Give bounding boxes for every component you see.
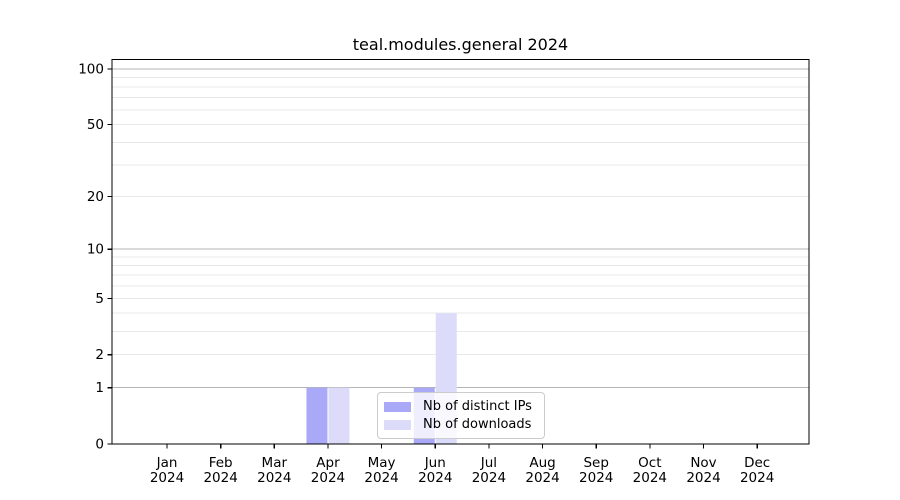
x-tick-label-year-sep: 2024 (579, 470, 613, 486)
chart-title: teal.modules.general 2024 (352, 35, 569, 54)
legend-label-distinct-ips: Nb of distinct IPs (423, 399, 532, 414)
x-tick-label-year-jan: 2024 (150, 470, 184, 486)
x-tick-label-jul: Jul (480, 455, 497, 471)
y-tick-label-50: 50 (87, 117, 104, 133)
x-tick-label-year-nov: 2024 (686, 470, 720, 486)
legend-item-downloads: Nb of downloads (384, 418, 538, 431)
x-tick-label-feb: Feb (209, 455, 233, 471)
x-tick-label-jan: Jan (156, 455, 178, 471)
x-tick-label-year-aug: 2024 (525, 470, 559, 486)
y-tick-label-100: 100 (78, 62, 104, 78)
y-tick-label-10: 10 (87, 242, 104, 258)
bar-apr-downloads (328, 387, 350, 444)
x-tick-label-year-apr: 2024 (311, 470, 345, 486)
legend-swatch-downloads (384, 419, 411, 430)
x-tick-label-mar: Mar (262, 455, 288, 471)
x-tick-label-year-feb: 2024 (203, 470, 237, 486)
x-tick-label-apr: Apr (316, 455, 340, 471)
y-tick-label-5: 5 (95, 291, 104, 307)
x-tick-label-dec: Dec (744, 455, 770, 471)
legend-label-downloads: Nb of downloads (423, 417, 532, 432)
y-tick-label-0: 0 (95, 437, 104, 453)
x-tick-label-year-jun: 2024 (418, 470, 452, 486)
x-tick-label-nov: Nov (690, 455, 716, 471)
x-tick-label-year-jul: 2024 (472, 470, 506, 486)
x-tick-label-may: May (368, 455, 396, 471)
y-tick-label-2: 2 (95, 347, 104, 363)
x-tick-label-sep: Sep (583, 455, 608, 471)
x-tick-label-year-may: 2024 (364, 470, 398, 486)
x-tick-label-year-dec: 2024 (740, 470, 774, 486)
legend-item-distinct-ips: Nb of distinct IPs (384, 400, 538, 413)
x-tick-label-aug: Aug (529, 455, 555, 471)
x-tick-label-oct: Oct (638, 455, 661, 471)
x-tick-label-jun: Jun (424, 455, 446, 471)
x-tick-label-year-mar: 2024 (257, 470, 291, 486)
plot-border (111, 58, 810, 445)
legend: Nb of distinct IPs Nb of downloads (377, 392, 545, 439)
bar-apr-distinct-ips (306, 387, 328, 444)
y-tick-label-20: 20 (87, 189, 104, 205)
x-tick-label-year-oct: 2024 (633, 470, 667, 486)
legend-swatch-distinct-ips (384, 401, 411, 412)
y-tick-label-1: 1 (95, 380, 104, 396)
